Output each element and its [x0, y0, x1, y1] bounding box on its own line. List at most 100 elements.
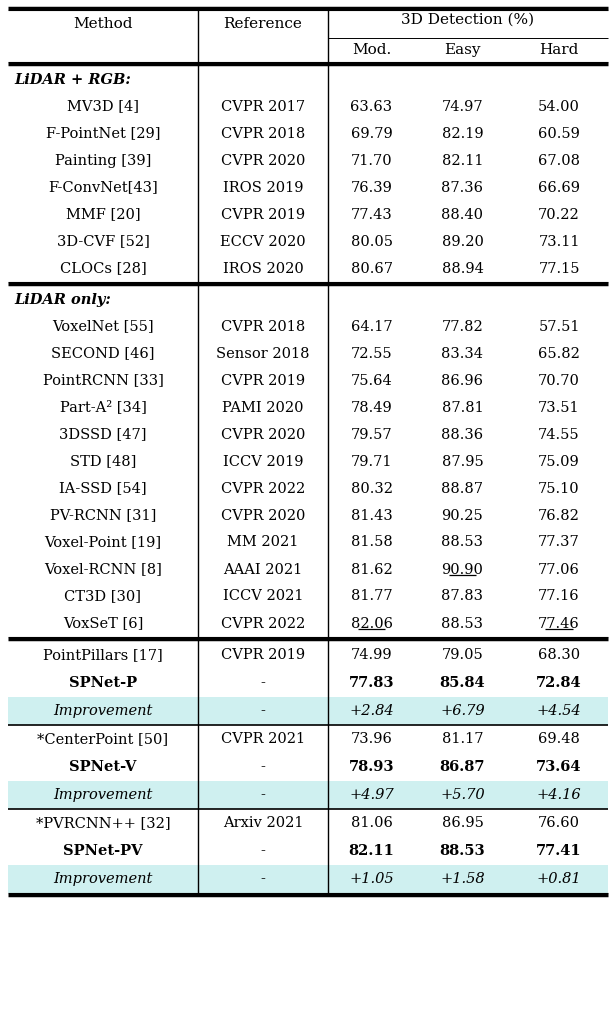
Text: Reference: Reference — [224, 17, 302, 31]
Text: 82.11: 82.11 — [442, 154, 483, 168]
Text: 77.15: 77.15 — [538, 262, 580, 276]
Text: PAMI 2020: PAMI 2020 — [222, 400, 304, 414]
Text: 73.51: 73.51 — [538, 400, 580, 414]
Text: 63.63: 63.63 — [351, 100, 392, 113]
Text: 86.96: 86.96 — [442, 374, 484, 388]
Text: 74.99: 74.99 — [351, 648, 392, 662]
Text: SPNet-V: SPNet-V — [70, 760, 137, 774]
Text: IA-SSD [54]: IA-SSD [54] — [59, 482, 147, 496]
Text: 77.83: 77.83 — [349, 676, 394, 690]
Text: 69.79: 69.79 — [351, 126, 392, 140]
Text: -: - — [261, 676, 265, 690]
Text: 66.69: 66.69 — [538, 180, 580, 194]
Text: CVPR 2020: CVPR 2020 — [221, 428, 305, 442]
Text: -: - — [261, 872, 265, 886]
Text: +0.81: +0.81 — [537, 872, 582, 886]
Text: 3D-CVF [52]: 3D-CVF [52] — [57, 234, 150, 248]
Text: 71.70: 71.70 — [351, 154, 392, 168]
Text: 81.62: 81.62 — [351, 563, 392, 576]
Text: CVPR 2019: CVPR 2019 — [221, 648, 305, 662]
Text: 81.77: 81.77 — [351, 589, 392, 604]
Text: 76.39: 76.39 — [351, 180, 392, 194]
Text: PV-RCNN [31]: PV-RCNN [31] — [50, 509, 156, 522]
Text: 85.84: 85.84 — [440, 676, 485, 690]
Text: -: - — [261, 788, 265, 802]
Text: 78.49: 78.49 — [351, 400, 392, 414]
Text: CVPR 2022: CVPR 2022 — [221, 482, 305, 496]
Text: 88.94: 88.94 — [442, 262, 484, 276]
Text: 81.06: 81.06 — [351, 816, 392, 830]
Text: 70.70: 70.70 — [538, 374, 580, 388]
Text: 79.05: 79.05 — [442, 648, 484, 662]
Text: MMF [20]: MMF [20] — [66, 208, 140, 222]
Text: PointPillars [17]: PointPillars [17] — [43, 648, 163, 662]
Text: 79.71: 79.71 — [351, 454, 392, 468]
Text: 90.90: 90.90 — [442, 563, 484, 576]
Text: 88.40: 88.40 — [442, 208, 484, 222]
Text: 64.17: 64.17 — [351, 320, 392, 334]
Text: VoxelNet [55]: VoxelNet [55] — [52, 320, 154, 334]
Text: 70.22: 70.22 — [538, 208, 580, 222]
Text: CVPR 2020: CVPR 2020 — [221, 154, 305, 168]
Text: SPNet-PV: SPNet-PV — [63, 844, 143, 858]
Text: +4.97: +4.97 — [349, 788, 394, 802]
Text: 87.95: 87.95 — [442, 454, 484, 468]
Text: 82.11: 82.11 — [349, 844, 394, 858]
Text: AAAI 2021: AAAI 2021 — [224, 563, 302, 576]
Text: ICCV 2019: ICCV 2019 — [223, 454, 303, 468]
Text: 60.59: 60.59 — [538, 126, 580, 140]
Text: CVPR 2018: CVPR 2018 — [221, 320, 305, 334]
Text: *PVRCNN++ [32]: *PVRCNN++ [32] — [36, 816, 170, 830]
Text: Method: Method — [73, 17, 133, 31]
Text: -: - — [261, 844, 265, 858]
Text: 57.51: 57.51 — [538, 320, 580, 334]
Text: 77.06: 77.06 — [538, 563, 580, 576]
Text: 67.08: 67.08 — [538, 154, 580, 168]
Text: 3DSSD [47]: 3DSSD [47] — [59, 428, 147, 442]
Text: 86.95: 86.95 — [442, 816, 484, 830]
Text: ECCV 2020: ECCV 2020 — [220, 234, 306, 248]
Text: 89.20: 89.20 — [442, 234, 484, 248]
Text: 73.11: 73.11 — [538, 234, 580, 248]
Text: Voxel-Point [19]: Voxel-Point [19] — [44, 535, 161, 550]
Text: CT3D [30]: CT3D [30] — [65, 589, 142, 604]
Text: Easy: Easy — [444, 43, 480, 57]
Text: IROS 2020: IROS 2020 — [222, 262, 303, 276]
Text: -: - — [261, 760, 265, 774]
Text: 81.17: 81.17 — [442, 732, 483, 746]
Text: CLOCs [28]: CLOCs [28] — [60, 262, 147, 276]
Text: 86.87: 86.87 — [440, 760, 485, 774]
Bar — [8, 865, 608, 893]
Text: 74.97: 74.97 — [442, 100, 484, 113]
Text: Hard: Hard — [540, 43, 578, 57]
Text: STD [48]: STD [48] — [70, 454, 136, 468]
Text: PointRCNN [33]: PointRCNN [33] — [43, 374, 163, 388]
Text: Improvement: Improvement — [54, 704, 153, 718]
Text: LiDAR only:: LiDAR only: — [14, 292, 111, 306]
Text: SPNet-P: SPNet-P — [69, 676, 137, 690]
Text: +1.05: +1.05 — [349, 872, 394, 886]
Bar — [8, 781, 608, 809]
Text: 72.55: 72.55 — [351, 346, 392, 360]
Text: 88.36: 88.36 — [442, 428, 484, 442]
Text: 88.53: 88.53 — [440, 844, 485, 858]
Text: Part-A² [34]: Part-A² [34] — [60, 400, 147, 414]
Text: +1.58: +1.58 — [440, 872, 485, 886]
Text: Voxel-RCNN [8]: Voxel-RCNN [8] — [44, 563, 162, 576]
Text: 88.87: 88.87 — [442, 482, 484, 496]
Text: +5.70: +5.70 — [440, 788, 485, 802]
Text: 73.96: 73.96 — [351, 732, 392, 746]
Text: CVPR 2018: CVPR 2018 — [221, 126, 305, 140]
Text: 73.64: 73.64 — [537, 760, 582, 774]
Text: 74.55: 74.55 — [538, 428, 580, 442]
Text: 79.57: 79.57 — [351, 428, 392, 442]
Text: 69.48: 69.48 — [538, 732, 580, 746]
Text: Arxiv 2021: Arxiv 2021 — [223, 816, 303, 830]
Text: 80.32: 80.32 — [351, 482, 392, 496]
Text: CVPR 2019: CVPR 2019 — [221, 374, 305, 388]
Text: CVPR 2017: CVPR 2017 — [221, 100, 305, 113]
Text: -: - — [261, 704, 265, 718]
Text: CVPR 2021: CVPR 2021 — [221, 732, 305, 746]
Text: 88.53: 88.53 — [442, 617, 484, 630]
Text: 77.41: 77.41 — [536, 844, 582, 858]
